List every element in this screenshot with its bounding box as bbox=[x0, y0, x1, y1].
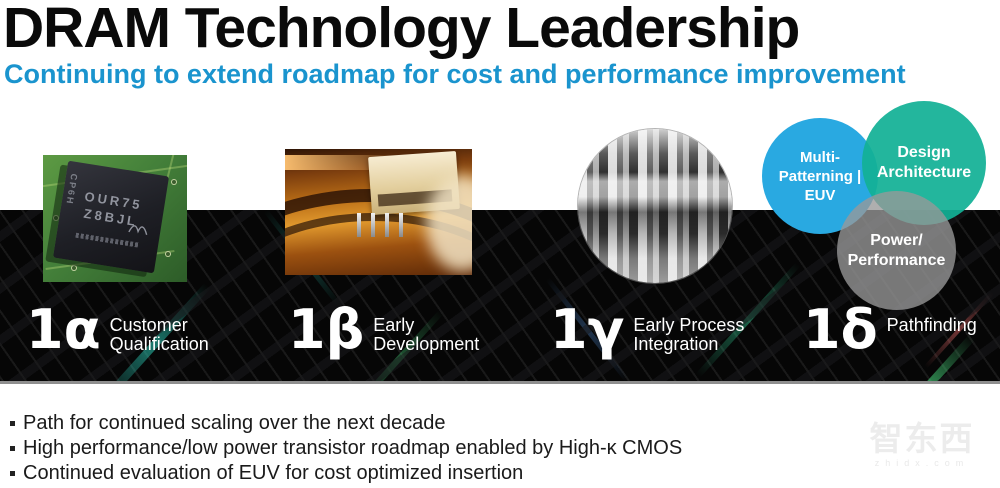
bullet-text: Path for continued scaling over the next… bbox=[23, 412, 446, 434]
pcb-via-dot bbox=[71, 265, 77, 271]
bullet-square-icon bbox=[10, 446, 15, 451]
bullet-square-icon bbox=[10, 421, 15, 426]
pcb-via-dot bbox=[171, 179, 177, 185]
stage-1gamma: 1γ Early Process Integration bbox=[550, 298, 745, 361]
bullet-item: Path for continued scaling over the next… bbox=[10, 413, 750, 434]
venn-label: Power/ Performance bbox=[847, 231, 946, 269]
stage-symbol: 1α bbox=[26, 298, 101, 361]
stage-symbol: 1δ bbox=[803, 298, 878, 361]
bullet-text: Continued evaluation of EUV for cost opt… bbox=[23, 462, 524, 484]
dram-package: CP6H OUR75 Z8BJL bbox=[52, 160, 170, 274]
bullet-item: Continued evaluation of EUV for cost opt… bbox=[10, 463, 750, 484]
probe-pin bbox=[399, 213, 403, 237]
dram-chip-photo: CP6H OUR75 Z8BJL bbox=[43, 155, 187, 282]
bullet-text: High performance/low power transistor ro… bbox=[23, 437, 683, 459]
stage-symbol: 1γ bbox=[550, 298, 625, 361]
watermark-domain: zhidx.com bbox=[874, 458, 970, 468]
micron-logo-icon bbox=[127, 221, 150, 242]
stage-label: Early Development bbox=[373, 315, 480, 354]
probe-pin bbox=[371, 213, 375, 237]
venn-label: Design Architecture bbox=[876, 144, 972, 181]
chip-side-marking: CP6H bbox=[64, 172, 80, 207]
stage-label: Pathfinding bbox=[886, 315, 977, 335]
page-title: DRAM Technology Leadership bbox=[3, 0, 800, 60]
wafer-probe-photo bbox=[285, 149, 472, 275]
venn-label: Multi- Patterning | EUV bbox=[778, 148, 862, 204]
probe-pin bbox=[385, 213, 389, 237]
bullet-square-icon bbox=[10, 471, 15, 476]
bullet-item: High performance/low power transistor ro… bbox=[10, 438, 750, 459]
stage-label: Customer Qualification bbox=[109, 315, 209, 354]
pcb-via-dot bbox=[165, 251, 171, 257]
venn-circle-power-performance: Power/ Performance bbox=[837, 191, 956, 310]
stage-symbol: 1β bbox=[288, 298, 365, 361]
probe-pin bbox=[357, 213, 361, 237]
stage-1alpha: 1α Customer Qualification bbox=[26, 298, 209, 361]
stage-1delta: 1δ Pathfinding bbox=[803, 298, 977, 361]
stage-label: Early Process Integration bbox=[633, 315, 745, 354]
bullet-list: Path for continued scaling over the next… bbox=[10, 413, 750, 488]
transistor-sem-photo bbox=[578, 129, 732, 283]
page-subtitle: Continuing to extend roadmap for cost an… bbox=[4, 59, 906, 89]
dram-module-background-band bbox=[0, 210, 1000, 384]
wafer-edge-arc bbox=[285, 213, 472, 275]
stage-1beta: 1β Early Development bbox=[288, 298, 480, 361]
watermark-logo: 智东西 bbox=[869, 420, 975, 457]
watermark: 智东西 zhidx.com bbox=[860, 420, 984, 469]
